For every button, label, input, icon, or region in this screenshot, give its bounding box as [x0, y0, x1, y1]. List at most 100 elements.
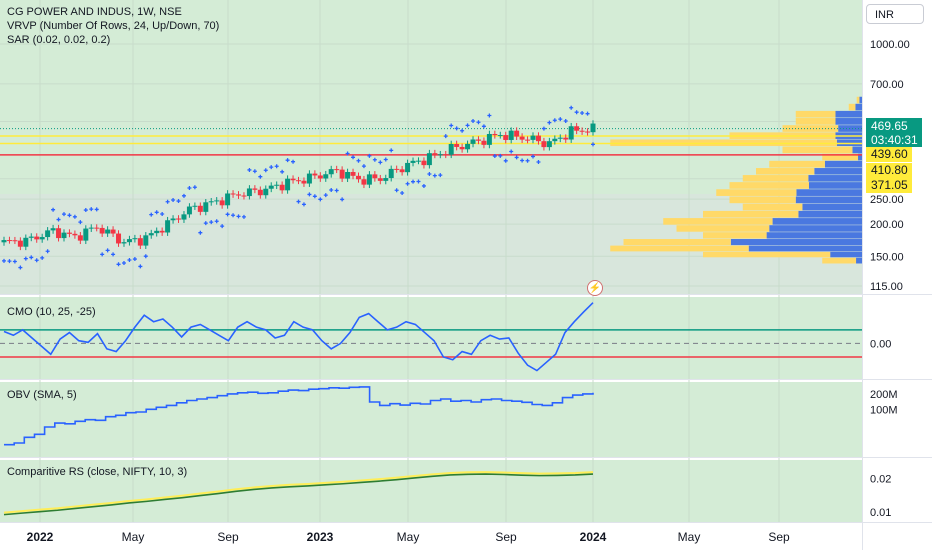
crs-label[interactable]: Comparitive RS (close, NIFTY, 10, 3): [7, 466, 188, 478]
candle-body-88: [481, 140, 487, 145]
sar-dot-89: [487, 113, 492, 118]
candle-body-34: [186, 206, 192, 215]
sar-dot-60: [329, 187, 334, 192]
vp-down-bar-1: [703, 251, 831, 258]
candle-body-94: [514, 130, 520, 137]
candle-body-13: [72, 233, 78, 236]
symbol-title[interactable]: CG POWER AND INDUS, 1W, NSE: [7, 6, 182, 18]
vp-down-bar-0: [822, 257, 857, 264]
sar-dot-33: [181, 193, 186, 198]
candle-body-0: [1, 240, 7, 243]
sar-dot-100: [547, 120, 552, 125]
sar-dot-39: [214, 219, 219, 224]
obv-label[interactable]: OBV (SMA, 5): [7, 389, 77, 401]
sar-dot-66: [361, 164, 366, 169]
sar-dot-51: [280, 169, 285, 174]
candle-body-97: [530, 135, 536, 140]
vp-down-bar-15: [822, 153, 859, 161]
vrvp-label[interactable]: VRVP (Number Of Rows, 24, Up/Down, 70): [7, 20, 220, 32]
candle-body-74: [405, 162, 411, 173]
vp-up-bar-23: [859, 96, 862, 104]
candle-body-100: [546, 141, 552, 148]
sar-dot-71: [389, 148, 394, 153]
sar-dot-49: [269, 165, 274, 170]
price-axis-tick-7: 115.00: [870, 281, 903, 293]
candle-body-93: [508, 130, 514, 140]
candle-body-36: [197, 205, 203, 212]
candles: [1, 120, 596, 251]
sar-dot-4: [23, 256, 28, 261]
vp-down-bar-12: [742, 175, 809, 182]
vp-up-bar-8: [802, 203, 862, 211]
candle-body-64: [350, 172, 356, 176]
sar-dot-107: [585, 111, 590, 116]
sar-dot-44: [241, 214, 246, 219]
level-tag-2: 410.80: [866, 163, 912, 178]
vp-up-bar-17: [836, 139, 862, 147]
level-tag-1: 439.60: [866, 147, 912, 162]
sar-label[interactable]: SAR (0.02, 0.02, 0.2): [7, 34, 111, 46]
candle-body-41: [225, 193, 231, 206]
candle-body-25: [137, 238, 143, 246]
flash-icon[interactable]: ⚡: [587, 280, 603, 296]
cmo-label[interactable]: CMO (10, 25, -25): [7, 306, 96, 318]
candle-body-14: [77, 235, 83, 241]
candle-body-31: [170, 218, 176, 221]
sar-dot-42: [231, 213, 236, 218]
vp-up-bar-7: [798, 210, 862, 218]
candle-body-55: [301, 180, 307, 184]
candle-body-4: [23, 237, 29, 247]
currency-selector[interactable]: INR: [866, 4, 924, 24]
candle-body-37: [203, 202, 209, 212]
candle-body-71: [388, 168, 394, 179]
sar-dot-56: [307, 192, 312, 197]
sar-dot-101: [552, 118, 557, 123]
vp-down-bar-17: [610, 139, 837, 147]
sar-dot-2: [12, 259, 17, 264]
sar-dot-93: [509, 149, 514, 154]
obv-axis-tick-0: 200M: [870, 389, 898, 401]
candle-body-52: [285, 178, 291, 191]
sar-dot-63: [345, 151, 350, 156]
candle-body-21: [116, 233, 122, 244]
sar-dot-41: [225, 212, 230, 217]
sar-dot-22: [121, 261, 126, 265]
vp-down-bar-16: [782, 146, 853, 154]
time-axis-tick-6: 2024: [580, 530, 607, 544]
sar-dot-5: [29, 255, 34, 260]
crs-axis-tick-1: 0.01: [870, 507, 891, 519]
candle-body-90: [492, 133, 498, 136]
sar-dot-81: [443, 134, 448, 139]
sar-dot-90: [492, 154, 497, 159]
vp-up-bar-2: [748, 245, 862, 252]
vp-down-bar-2: [610, 245, 749, 252]
sar-dot-102: [558, 117, 563, 122]
last-price-badge: 469.65 03:40:31: [866, 118, 922, 147]
candle-body-92: [503, 135, 509, 140]
vp-up-bar-12: [808, 175, 862, 182]
candle-body-43: [236, 194, 242, 196]
vp-down-bar-23: [856, 96, 860, 104]
candle-body-18: [99, 227, 105, 234]
candle-body-23: [126, 239, 132, 243]
sar-dot-23: [127, 257, 132, 262]
sar-dot-59: [323, 193, 328, 198]
sar-dot-25: [138, 264, 143, 269]
candle-body-10: [56, 228, 62, 239]
candle-body-72: [394, 168, 400, 170]
sar-dot-79: [432, 173, 437, 178]
candle-body-83: [454, 144, 460, 147]
sar-dot-30: [165, 199, 170, 204]
candle-body-95: [519, 136, 525, 140]
sar-dot-77: [421, 183, 426, 188]
vp-down-bar-9: [729, 196, 796, 204]
candle-body-69: [377, 178, 383, 181]
candle-body-17: [94, 227, 100, 229]
sar-dot-62: [340, 197, 345, 202]
candle-body-59: [323, 174, 329, 179]
candle-body-42: [230, 193, 236, 195]
sar-dot-69: [378, 160, 383, 165]
sar-dot-86: [471, 118, 476, 123]
vp-down-bar-10: [716, 189, 797, 196]
